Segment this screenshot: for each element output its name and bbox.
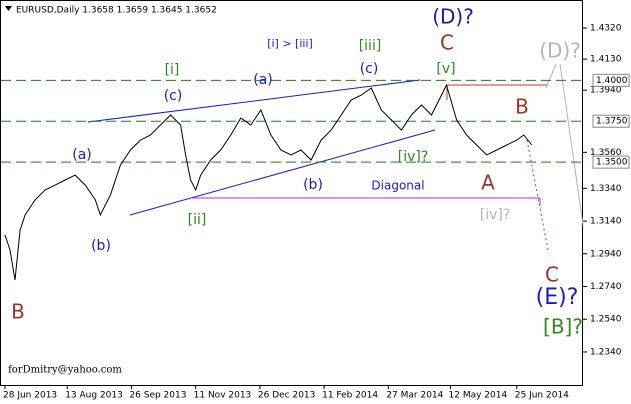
gray-line [545,63,557,89]
y-tick-label: 1.2340 [590,347,622,357]
wave-label: (b) [91,238,111,254]
wave-label: (a) [72,147,92,163]
wave-label: A [481,171,495,195]
header-icon [5,6,12,11]
x-tick-label: 13 Aug 2013 [65,391,123,401]
x-tick-label: 26 Dec 2013 [258,391,316,401]
projection-line [526,139,549,251]
wave-label: (c) [164,88,183,104]
y-tick-label: 1.3340 [590,184,622,194]
level-label: 1.4000 [596,76,628,86]
x-tick-label: 11 Feb 2014 [322,391,378,401]
y-tick-label: 1.2940 [590,249,622,259]
y-tick-label: 1.4320 [590,23,622,33]
wave-label: [ii] [188,212,207,228]
wave-label: forDmitry@yahoo.com [8,365,122,376]
wave-label: [iv]? [398,149,429,165]
plot-frame [0,0,583,386]
wave-label: (E)? [536,285,579,310]
level-box [592,114,630,128]
wave-label: [iii] [359,38,382,54]
x-tick-label: 27 Mar 2014 [386,391,443,401]
x-tick-label: 12 May 2014 [449,391,508,401]
wave-label: [B]? [543,315,583,339]
y-tick-label: 1.3940 [590,86,622,96]
wave-label: (D)? [539,39,581,63]
wave-label: [i] [165,62,180,78]
wave-label: (D)? [432,5,474,29]
wave-label: [v] [436,61,455,77]
y-tick-label: 1.2740 [590,282,622,292]
level-box [592,73,630,87]
x-tick-label: 28 Jun 2013 [3,391,57,401]
level-box [592,155,630,169]
wave-label: (b) [303,177,323,193]
wave-label: (c) [360,61,379,77]
y-tick-label: 1.3140 [590,217,622,227]
wave-label: [iv]? [480,207,511,223]
trend-line [129,129,436,216]
level-label: 1.3500 [596,158,628,168]
wave-label: [i] > [iii] [267,37,313,50]
chart-title: EURUSD,Daily 1.3658 1.3659 1.3645 1.3652 [16,6,217,16]
analysis-lines [87,63,584,251]
gray-line [559,63,584,226]
price-line [4,83,533,281]
level-label: 1.3750 [596,117,628,127]
x-tick-label: 11 Nov 2013 [194,391,252,401]
y-tick-label: 1.4130 [590,55,622,65]
wave-label: (a) [253,72,273,88]
wave-label: C [545,263,559,287]
x-tick-label: 26 Sep 2013 [129,391,186,401]
trend-line [87,79,421,123]
wave-label: B [11,300,25,324]
wave-label: Diagonal [371,179,424,193]
y-tick-label: 1.2540 [590,315,622,325]
y-tick-label: 1.3560 [590,148,622,158]
wave-label: C [440,31,454,55]
wave-label: B [515,95,529,119]
x-tick-label: 25 Jun 2014 [515,391,569,401]
